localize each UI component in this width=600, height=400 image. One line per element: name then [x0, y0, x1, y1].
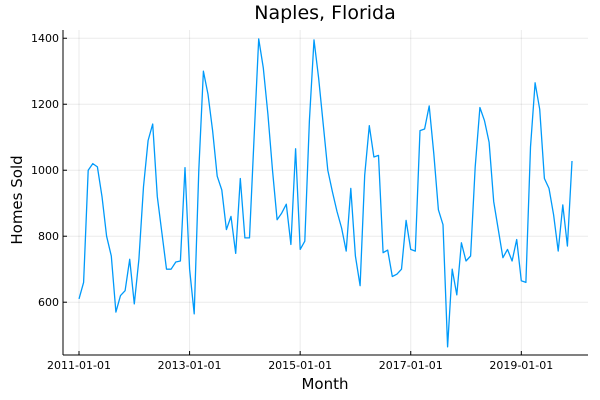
- x-axis-label: Month: [301, 375, 348, 393]
- y-ticks: 600 800 1000 1200 1400: [31, 32, 67, 309]
- y-tick-label: 1000: [31, 164, 59, 177]
- y-tick-label: 1200: [31, 98, 59, 111]
- axes: [62, 30, 588, 356]
- series-layer: [78, 38, 573, 348]
- x-tick-label: 2011-01-01: [47, 359, 111, 372]
- x-tick-label: 2019-01-01: [489, 359, 553, 372]
- y-axis-label: Homes Sold: [8, 155, 26, 244]
- y-tick-label: 1400: [31, 32, 59, 45]
- x-tick-label: 2015-01-01: [268, 359, 332, 372]
- x-ticks: 2011-01-01 2013-01-01 2015-01-01 2017-01-01…: [47, 351, 553, 372]
- series-line: [78, 38, 573, 348]
- y-tick-label: 600: [38, 296, 59, 309]
- chart-title: Naples, Florida: [254, 2, 396, 24]
- x-tick-label: 2013-01-01: [158, 359, 222, 372]
- x-tick-label: 2017-01-01: [379, 359, 443, 372]
- grid: [63, 30, 588, 355]
- y-tick-label: 800: [38, 230, 59, 243]
